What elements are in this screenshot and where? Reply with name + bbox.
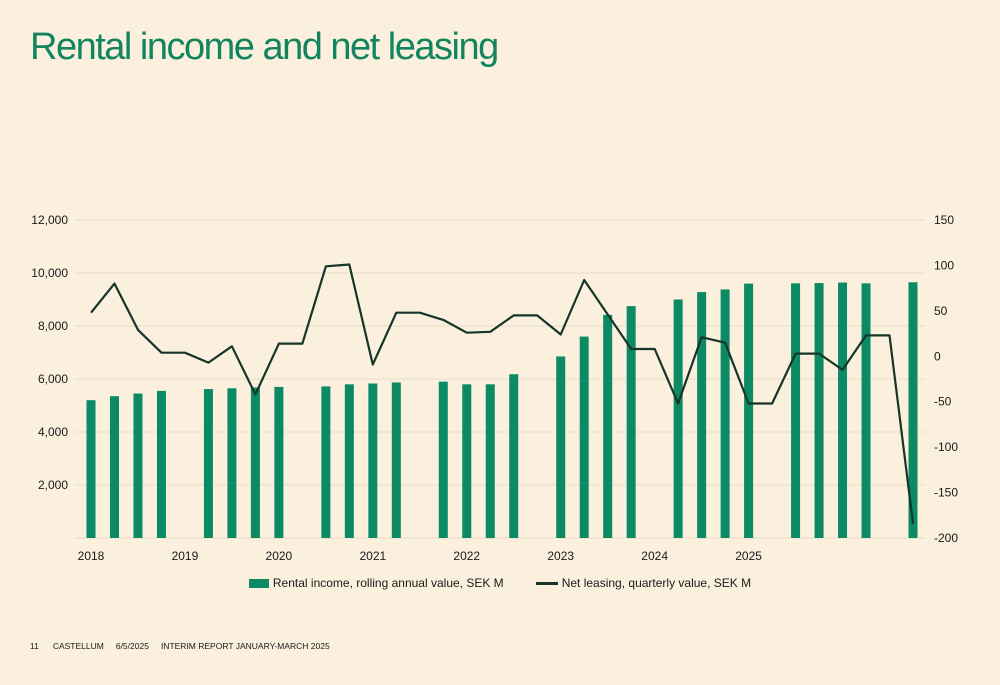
- bar: [579, 336, 589, 538]
- bar: [86, 400, 96, 538]
- footer-report: INTERIM REPORT JANUARY-MARCH 2025: [160, 641, 330, 651]
- y-right-tick-label: 100: [934, 258, 954, 272]
- footer: 11 CASTELLUM 6/5/2025 INTERIM REPORT JAN…: [30, 641, 342, 651]
- bar: [250, 387, 260, 538]
- footer-company: CASTELLUM: [52, 641, 104, 651]
- x-tick-label: 2022: [453, 549, 480, 563]
- x-tick-label: 2019: [172, 549, 199, 563]
- bar: [227, 388, 237, 538]
- y-right-tick-label: -150: [934, 486, 958, 500]
- legend-line-swatch: [535, 581, 558, 585]
- y-left-tick-label: 2,000: [38, 478, 68, 492]
- y-right-tick-label: 50: [934, 304, 948, 318]
- bar: [485, 384, 495, 538]
- footer-date: 6/5/2025: [115, 641, 149, 651]
- bar: [673, 299, 683, 538]
- bar: [344, 384, 354, 538]
- bar: [861, 283, 871, 538]
- x-tick-label: 2020: [266, 549, 293, 563]
- bar: [720, 289, 730, 538]
- y-axis-right: 150 100 50 0 -50 -100 -150 -200: [934, 213, 958, 545]
- bar: [274, 386, 284, 538]
- x-tick-label: 2025: [735, 549, 762, 563]
- y-left-tick-label: 6,000: [38, 372, 68, 386]
- bar: [603, 314, 613, 538]
- bar: [744, 283, 754, 538]
- bar: [838, 282, 848, 538]
- x-tick-label: 2023: [547, 549, 574, 563]
- bar: [626, 306, 636, 538]
- x-tick-label: 2021: [359, 549, 386, 563]
- bar: [203, 389, 213, 538]
- page-title: Rental income and net leasing: [30, 26, 499, 68]
- bar: [908, 282, 918, 538]
- bar: [109, 396, 119, 538]
- bar: [156, 390, 166, 538]
- x-axis: 2018 2019 2020 2021 2022 2023 2024 2025: [78, 549, 763, 563]
- y-left-tick-label: 10,000: [31, 266, 68, 280]
- bar: [368, 383, 378, 538]
- y-left-tick-label: 12,000: [31, 213, 68, 227]
- bar: [814, 283, 824, 538]
- y-left-tick-label: 8,000: [38, 319, 68, 333]
- y-right-tick-label: -50: [934, 395, 952, 409]
- legend-item-rental-income: Rental income, rolling annual value, SEK…: [248, 576, 504, 590]
- y-left-tick-label: 4,000: [38, 425, 68, 439]
- y-right-tick-label: 150: [934, 213, 954, 227]
- line-series: [90, 263, 915, 524]
- y-right-tick-label: -200: [934, 531, 958, 545]
- bar: [133, 393, 143, 538]
- bar: [697, 292, 707, 538]
- legend-bar-swatch: [248, 578, 269, 588]
- x-tick-label: 2024: [641, 549, 668, 563]
- bar-series: [86, 282, 918, 538]
- bar: [462, 384, 472, 538]
- bar: [791, 283, 801, 538]
- net-leasing-line: [90, 263, 915, 524]
- legend: Rental income, rolling annual value, SEK…: [0, 576, 1000, 590]
- legend-label-rental-income: Rental income, rolling annual value, SEK…: [272, 576, 504, 590]
- bar: [509, 374, 519, 538]
- x-tick-label: 2018: [78, 549, 105, 563]
- gridlines: [75, 219, 925, 539]
- legend-label-net-leasing: Net leasing, quarterly value, SEK M: [561, 576, 752, 590]
- bar: [438, 381, 448, 538]
- y-right-tick-label: 0: [934, 349, 941, 363]
- legend-item-net-leasing: Net leasing, quarterly value, SEK M: [535, 576, 752, 590]
- y-axis-left: 2,000 4,000 6,000 8,000 10,000 12,000: [31, 213, 68, 492]
- page-number: 11: [30, 641, 39, 651]
- bar: [391, 382, 401, 538]
- bar: [321, 386, 331, 538]
- y-right-tick-label: -100: [934, 440, 958, 454]
- bar: [556, 356, 566, 538]
